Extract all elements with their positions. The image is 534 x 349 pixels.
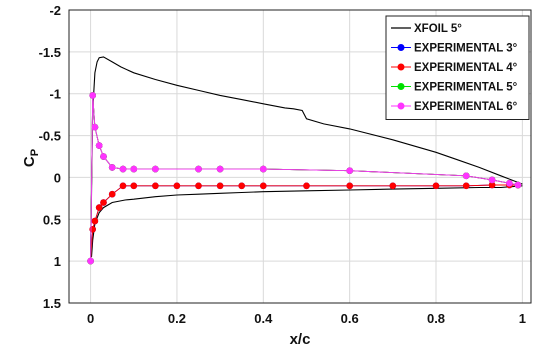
y-tick-label: -0.5 — [39, 129, 61, 144]
data-point — [260, 165, 267, 173]
svg-text:CP: CP — [21, 149, 41, 167]
legend-label: XFOIL 5° — [414, 23, 462, 35]
y-tick-label: -1 — [49, 87, 61, 102]
y-axis-label: CP — [21, 149, 41, 167]
data-point — [514, 181, 522, 189]
data-point — [152, 165, 159, 173]
y-tick-label: 1 — [54, 254, 61, 269]
data-point — [100, 153, 107, 160]
data-point — [506, 180, 513, 187]
legend-label: EXPERIMENTAL 3° — [414, 43, 518, 55]
legend-label: EXPERIMENTAL 4° — [414, 62, 518, 74]
y-tick-label: 1.5 — [43, 296, 61, 311]
data-point — [91, 217, 99, 225]
data-point — [303, 182, 310, 190]
legend: XFOIL 5° EXPERIMENTAL 3° EXPERIMENTAL 4° EX… — [385, 15, 530, 120]
data-point — [462, 172, 470, 180]
series-layer — [87, 56, 523, 265]
y-tick-label: -1.5 — [39, 45, 61, 60]
y-axis-label-sub: P — [29, 149, 41, 156]
legend-box — [385, 15, 530, 120]
tick-labels: 0 0.2 0.4 0.6 0.8 1 -2 -1.5 -1 -0.5 0 0.5 1 1.5 — [39, 3, 526, 326]
x-tick-label: 0.2 — [168, 311, 186, 326]
data-point — [89, 226, 96, 233]
x-tick-label: 0.6 — [341, 311, 359, 326]
data-point — [462, 182, 470, 190]
legend-label: EXPERIMENTAL 5° — [414, 82, 518, 94]
y-axis-label-main: C — [21, 156, 38, 167]
data-point — [95, 204, 103, 211]
y-tick-label: 0.5 — [43, 212, 61, 227]
series-4 — [87, 92, 522, 265]
legend-swatch-marker — [397, 44, 405, 51]
data-point — [216, 165, 224, 173]
data-point — [432, 182, 440, 190]
data-point — [130, 165, 138, 173]
data-point — [119, 182, 127, 190]
data-point — [389, 182, 397, 190]
data-point — [216, 182, 224, 190]
y-tick-label: -2 — [49, 3, 61, 18]
data-point — [346, 167, 354, 174]
data-point — [238, 182, 245, 190]
x-tick-label: 0 — [87, 311, 94, 326]
plot-frame — [68, 9, 532, 304]
data-point — [108, 164, 116, 171]
data-point — [87, 257, 94, 265]
data-point — [195, 165, 202, 173]
y-tick-label: 0 — [54, 170, 61, 185]
series-0 — [90, 56, 523, 258]
legend-swatch-marker — [397, 63, 405, 71]
legend-label: EXPERIMENTAL 6° — [414, 101, 518, 113]
series-line — [90, 56, 523, 258]
data-point — [260, 182, 267, 190]
x-tick-label: 0.8 — [427, 311, 445, 326]
data-point — [130, 182, 138, 190]
data-point — [173, 182, 181, 190]
data-point — [195, 182, 202, 190]
legend-swatch-marker — [397, 102, 405, 110]
x-axis-label: x/c — [290, 331, 311, 348]
x-tick-label: 0.4 — [254, 311, 273, 326]
data-point — [119, 165, 127, 173]
data-point — [346, 182, 354, 190]
legend-swatch-marker — [397, 83, 405, 90]
data-point — [89, 92, 96, 99]
data-point — [152, 182, 159, 190]
x-tick-label: 1 — [519, 311, 526, 326]
data-point — [488, 176, 496, 184]
data-point — [95, 142, 103, 149]
data-point — [488, 181, 496, 189]
data-point — [91, 123, 99, 131]
data-point — [100, 199, 107, 206]
data-point — [108, 190, 116, 198]
